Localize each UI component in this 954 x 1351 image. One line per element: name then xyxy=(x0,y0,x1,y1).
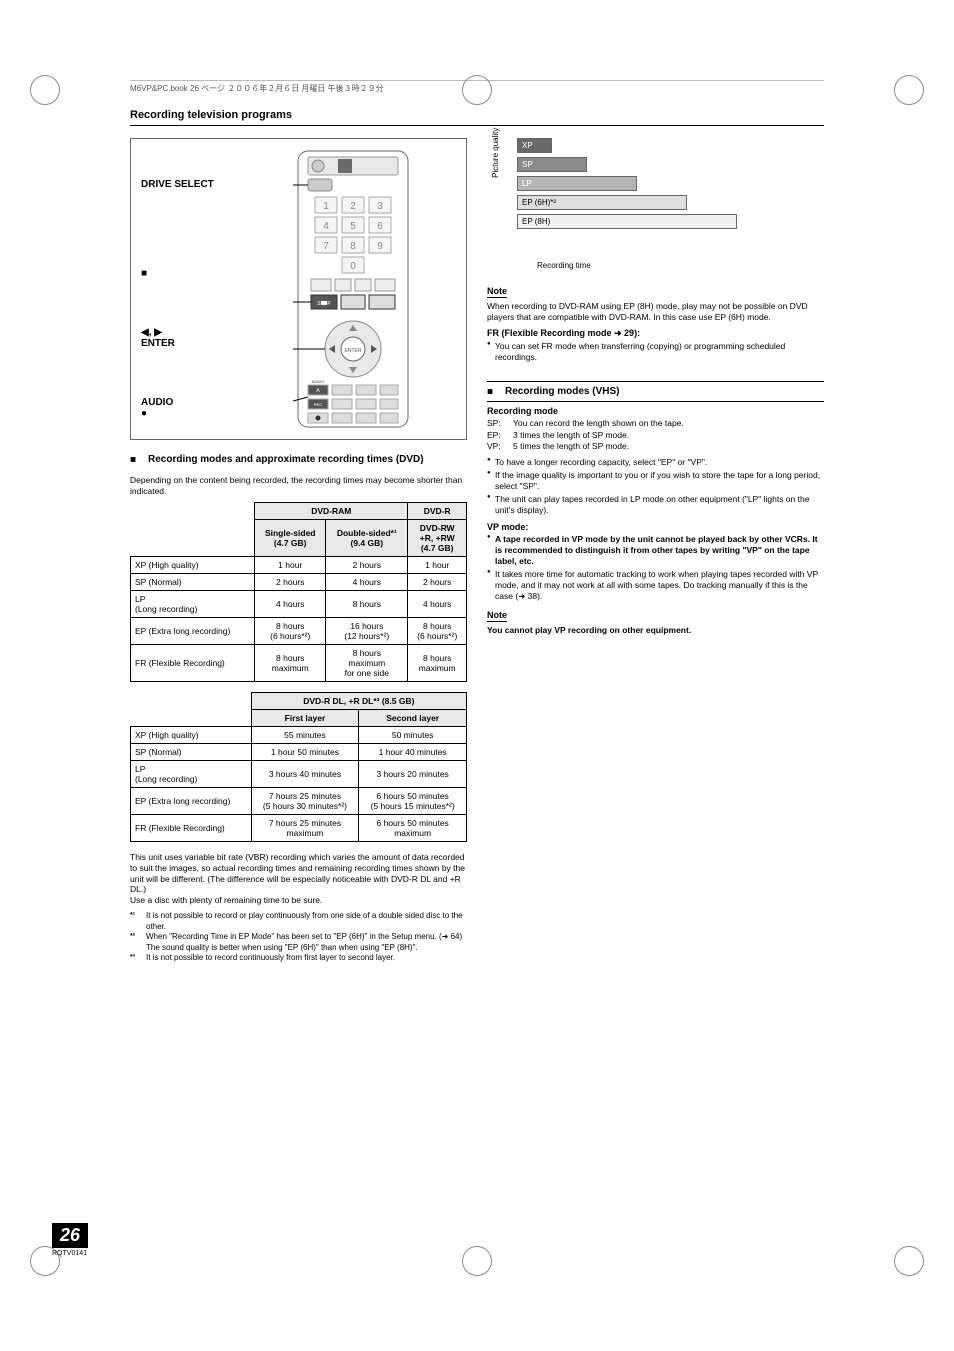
list-item: It takes more time for automatic trackin… xyxy=(487,569,824,602)
chart-xlabel: Recording time xyxy=(537,261,591,270)
dvd-modes-heading: Recording modes and approximate recordin… xyxy=(130,448,467,471)
svg-text:ENTER: ENTER xyxy=(344,348,361,354)
footnote-2: *²When "Recording Time in EP Mode" has b… xyxy=(130,932,467,953)
chart-bar: LP xyxy=(517,176,637,191)
footnotes: This unit uses variable bit rate (VBR) r… xyxy=(130,852,467,963)
table-row: EP (Extra long recording)8 hours (6 hour… xyxy=(131,618,467,645)
svg-text:1: 1 xyxy=(323,201,329,212)
recording-table-2: DVD-R DL, +R DL*³ (8.5 GB) First layerSe… xyxy=(130,692,467,842)
svg-text:REC: REC xyxy=(313,402,322,407)
note-heading: Note xyxy=(487,610,507,622)
label-enter: ◀, ▶ ENTER xyxy=(141,327,241,349)
remote-labels: DRIVE SELECT ■ ◀, ▶ ENTER AUDIO ● xyxy=(141,149,241,419)
vhs-mode-list: SP:You can record the length shown on th… xyxy=(487,418,824,452)
crop-mark-icon xyxy=(894,1246,924,1276)
th-ss: Single-sided (4.7 GB) xyxy=(255,520,326,557)
svg-text:4: 4 xyxy=(323,221,329,232)
th-rw: DVD-RW +R, +RW (4.7 GB) xyxy=(408,520,467,557)
vbr-text: This unit uses variable bit rate (VBR) r… xyxy=(130,852,467,905)
svg-text:8: 8 xyxy=(350,241,356,252)
label-drive-select: DRIVE SELECT xyxy=(141,179,241,190)
list-item: EP:3 times the length of SP mode. xyxy=(487,430,824,441)
chart-bar: EP (6H)*² xyxy=(517,195,687,210)
chart-bar: XP xyxy=(517,138,552,153)
svg-text:6: 6 xyxy=(377,221,383,232)
crop-mark-icon xyxy=(894,75,924,105)
list-item: The unit can play tapes recorded in LP m… xyxy=(487,494,824,516)
crop-mark-icon xyxy=(462,1246,492,1276)
vhs-bullets: To have a longer recording capacity, sel… xyxy=(487,457,824,516)
list-item: You can set FR mode when transferring (c… xyxy=(487,341,824,363)
page-number: 26 RQTV0141 xyxy=(52,1223,88,1257)
svg-text:3: 3 xyxy=(377,201,383,212)
page-code: RQTV0141 xyxy=(52,1250,88,1257)
list-item: A tape recorded in VP mode by the unit c… xyxy=(487,534,824,567)
crop-mark-icon xyxy=(462,75,492,105)
table-row: XP (High quality)55 minutes50 minutes xyxy=(131,727,467,744)
page-num-value: 26 xyxy=(52,1223,88,1248)
left-column: DRIVE SELECT ■ ◀, ▶ ENTER AUDIO ● xyxy=(130,138,467,963)
label-stop: ■ xyxy=(141,268,241,279)
svg-text:AUDIO: AUDIO xyxy=(311,379,324,384)
svg-text:9: 9 xyxy=(377,241,383,252)
remote-control-icon: 123 456 789 0 STOP ENTER xyxy=(293,149,413,429)
crop-mark-icon xyxy=(30,75,60,105)
th-first: First layer xyxy=(251,710,359,727)
label-audio: AUDIO ● xyxy=(141,397,241,419)
vhs-modes-heading: Recording modes (VHS) xyxy=(487,381,824,402)
list-item: VP:5 times the length of SP mode. xyxy=(487,441,824,452)
quality-chart: Picture quality XPSPLPEP (6H)*²EP (8H) R… xyxy=(487,138,824,268)
table-row: LP (Long recording)3 hours 40 minutes3 h… xyxy=(131,761,467,788)
th-second: Second layer xyxy=(359,710,467,727)
rec-mode-head: Recording mode xyxy=(487,406,824,416)
list-item: If the image quality is important to you… xyxy=(487,470,824,492)
fr-bullets: You can set FR mode when transferring (c… xyxy=(487,341,824,363)
svg-text:5: 5 xyxy=(350,221,356,232)
content-columns: DRIVE SELECT ■ ◀, ▶ ENTER AUDIO ● xyxy=(130,138,824,963)
table-row: XP (High quality)1 hour2 hours1 hour xyxy=(131,557,467,574)
table-row: FR (Flexible Recording)7 hours 25 minute… xyxy=(131,815,467,842)
right-column: Picture quality XPSPLPEP (6H)*²EP (8H) R… xyxy=(487,138,824,963)
page: M6VP&PC.book 26 ページ ２００６年２月６日 月曜日 午後３時２９… xyxy=(0,0,954,1351)
section-title: Recording television programs xyxy=(130,109,824,126)
vp-mode-head: VP mode: xyxy=(487,522,824,532)
chart-bar: SP xyxy=(517,157,587,172)
table-row: FR (Flexible Recording)8 hours maximum8 … xyxy=(131,645,467,682)
recording-table-1: DVD-RAMDVD-R Single-sided (4.7 GB)Double… xyxy=(130,502,467,682)
vp-bullets: A tape recorded in VP mode by the unit c… xyxy=(487,534,824,602)
table-row: SP (Normal)2 hours4 hours2 hours xyxy=(131,574,467,591)
chart-ylabel: Picture quality xyxy=(491,128,500,178)
table-row: EP (Extra long recording)7 hours 25 minu… xyxy=(131,788,467,815)
chart-bar: EP (8H) xyxy=(517,214,737,229)
table-row: LP (Long recording)4 hours8 hours4 hours xyxy=(131,591,467,618)
th-ds: Double-sided*¹ (9.4 GB) xyxy=(326,520,408,557)
footnote-1: *¹It is not possible to record or play c… xyxy=(130,911,467,932)
list-item: SP:You can record the length shown on th… xyxy=(487,418,824,429)
table-row: SP (Normal)1 hour 50 minutes1 hour 40 mi… xyxy=(131,744,467,761)
th-dvdr: DVD-R xyxy=(408,503,467,520)
note-heading: Note xyxy=(487,286,507,298)
svg-text:7: 7 xyxy=(323,241,329,252)
footnote-3: *³It is not possible to record continuou… xyxy=(130,953,467,963)
note-body: You cannot play VP recording on other eq… xyxy=(487,625,824,636)
list-item: To have a longer recording capacity, sel… xyxy=(487,457,824,468)
dvd-note: Depending on the content being recorded,… xyxy=(130,475,467,496)
svg-text:0: 0 xyxy=(350,261,356,272)
svg-text:2: 2 xyxy=(350,201,356,212)
th-dvdram: DVD-RAM xyxy=(255,503,408,520)
remote-diagram: DRIVE SELECT ■ ◀, ▶ ENTER AUDIO ● xyxy=(130,138,467,440)
fr-heading: FR (Flexible Recording mode ➜ 29): xyxy=(487,328,824,339)
note-body: When recording to DVD-RAM using EP (8H) … xyxy=(487,301,824,322)
th-dl: DVD-R DL, +R DL*³ (8.5 GB) xyxy=(251,693,466,710)
